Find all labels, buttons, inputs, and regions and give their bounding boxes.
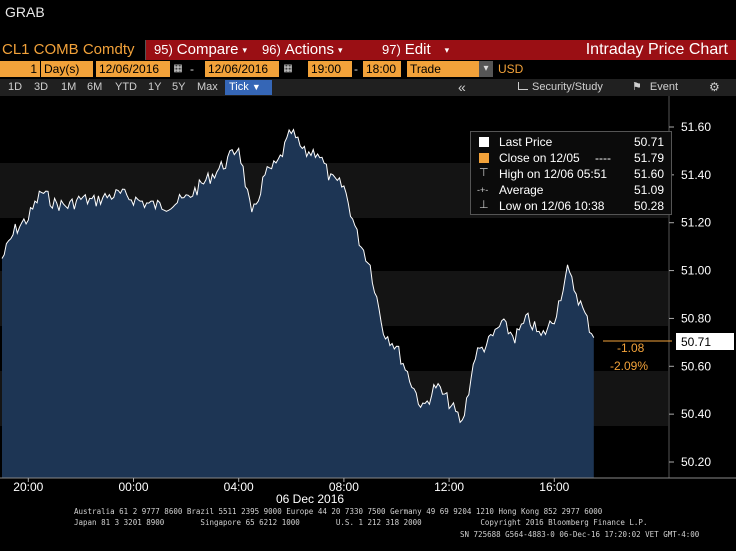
calendar-icon[interactable]: ▦ (283, 63, 293, 74)
high-marker-icon: ⊤ (479, 167, 489, 179)
field-select[interactable]: Trade (407, 61, 479, 77)
y-tick-label: 51.60 (681, 120, 711, 134)
footer-line-3: SN 725688 G564-4883-0 06-Dec-16 17:20:02… (460, 530, 700, 539)
price-area (2, 129, 594, 478)
y-tick-label: 51.00 (681, 264, 711, 278)
legend-high-label: High on 12/06 05:51 (499, 167, 608, 181)
y-tick-label: 51.40 (681, 168, 711, 182)
window-title: GRAB (5, 4, 45, 20)
y-tick-label: 50.60 (681, 359, 711, 373)
y-tick-label: 50.40 (681, 407, 711, 421)
actions-label: Actions (284, 41, 334, 58)
period-button-3d[interactable]: 3D (34, 81, 49, 93)
gear-icon[interactable]: ⚙ (709, 80, 720, 94)
period-button-max[interactable]: Max (197, 81, 218, 93)
chevron-down-icon: ▾ (242, 45, 248, 56)
x-date-label: 06 Dec 2016 (276, 492, 344, 504)
x-tick-label: 12:00 (434, 480, 464, 494)
security-study-button[interactable]: Security/Study (518, 80, 603, 95)
chart-legend: Last Price 50.71 Close on 12/05 ---- 51.… (470, 131, 672, 215)
collapse-arrow-icon[interactable]: « (458, 79, 466, 95)
legend-last-price-value: 50.71 (633, 135, 664, 149)
legend-close-dashes: ---- (595, 151, 611, 165)
y-tick-label: 50.80 (681, 311, 711, 325)
legend-average-label: Average (499, 183, 544, 197)
chevron-down-icon: ▼ (251, 82, 261, 92)
last-price-tag-text: 50.71 (681, 335, 711, 349)
change-abs: -1.08 (617, 341, 645, 355)
start-date-field[interactable]: 12/06/2016 (96, 61, 170, 77)
edit-label: Edit (404, 41, 431, 58)
tick-label: Tick (229, 81, 249, 93)
legend-close-value: 51.79 (633, 151, 664, 165)
change-pct: -2.09% (610, 359, 648, 373)
x-tick-label: 16:00 (539, 480, 569, 494)
menu-bar (0, 40, 736, 60)
legend-last-price: Last Price 50.71 (471, 134, 671, 150)
y-tick-label: 50.20 (681, 455, 711, 469)
legend-low: ⊥ Low on 12/06 10:38 50.28 (471, 198, 671, 214)
period-button-1m[interactable]: 1M (61, 81, 77, 93)
average-marker-icon: -+- (477, 185, 489, 195)
price-line (1, 128, 595, 424)
study-icon (518, 82, 528, 90)
legend-close: Close on 12/05 ---- 51.79 (471, 150, 671, 166)
security-study-label: Security/Study (532, 81, 603, 93)
currency-label: USD (498, 62, 524, 76)
period-unit-field[interactable]: Day(s) (41, 61, 93, 77)
compare-label: Compare (176, 41, 239, 58)
period-button-ytd[interactable]: YTD (115, 81, 137, 93)
legend-low-value: 50.28 (633, 199, 664, 213)
compare-num: 95) (154, 42, 173, 57)
y-tick-label: 51.20 (681, 216, 711, 230)
x-tick-label: 00:00 (118, 480, 148, 494)
footer-line-1: Australia 61 2 9777 8600 Brazil 5511 239… (74, 507, 603, 516)
period-button-1y[interactable]: 1Y (148, 81, 162, 93)
tick-button[interactable]: Tick ▼ (225, 80, 272, 95)
start-time-field[interactable]: 19:00 (308, 61, 352, 77)
date-separator: - (190, 62, 194, 76)
legend-close-label: Close on 12/05 (499, 151, 580, 165)
ticker-field[interactable]: CL1 COMB Comdty (0, 40, 146, 60)
x-tick-label: 08:00 (329, 480, 359, 494)
period-button-1d[interactable]: 1D (8, 81, 23, 93)
chevron-down-icon: ▾ (444, 45, 450, 56)
event-button[interactable]: ⚑ Event (632, 80, 678, 95)
actions-menu[interactable]: 96) Actions ▾ (262, 40, 343, 60)
square-icon (479, 153, 489, 163)
low-marker-icon: ⊥ (479, 199, 489, 211)
end-time-field[interactable]: 18:00 (363, 61, 401, 77)
edit-menu[interactable]: 97) Edit ▾ (382, 40, 449, 60)
legend-average: -+- Average 51.09 (471, 182, 671, 198)
actions-num: 96) (262, 42, 281, 57)
time-separator: - (354, 62, 358, 76)
x-tick-label: 20:00 (13, 480, 43, 494)
legend-high: ⊤ High on 12/06 05:51 51.60 (471, 166, 671, 182)
compare-menu[interactable]: 95) Compare ▾ (154, 40, 247, 60)
legend-low-label: Low on 12/06 10:38 (499, 199, 605, 213)
legend-high-value: 51.60 (633, 167, 664, 181)
edit-num: 97) (382, 42, 401, 57)
period-button-5y[interactable]: 5Y (172, 81, 186, 93)
chevron-down-icon: ▾ (338, 45, 343, 56)
period-bar (0, 79, 736, 96)
period-button-6m[interactable]: 6M (87, 81, 103, 93)
footer-line-2: Japan 81 3 3201 8900 Singapore 65 6212 1… (74, 518, 648, 527)
square-icon (479, 137, 489, 147)
chart-title: Intraday Price Chart (585, 41, 728, 58)
legend-average-value: 51.09 (633, 183, 664, 197)
end-date-field[interactable]: 12/06/2016 (205, 61, 279, 77)
chevron-down-icon[interactable]: ▾ (479, 61, 493, 77)
last-price-tag (676, 333, 734, 350)
calendar-icon[interactable]: ▦ (173, 63, 183, 74)
flag-icon: ⚑ (632, 81, 642, 93)
event-label: Event (649, 81, 679, 93)
legend-last-price-label: Last Price (499, 135, 553, 149)
x-tick-label: 04:00 (224, 480, 254, 494)
footer: Australia 61 2 9777 8600 Brazil 5511 239… (0, 504, 736, 551)
period-count-field[interactable]: 1 (0, 61, 40, 77)
